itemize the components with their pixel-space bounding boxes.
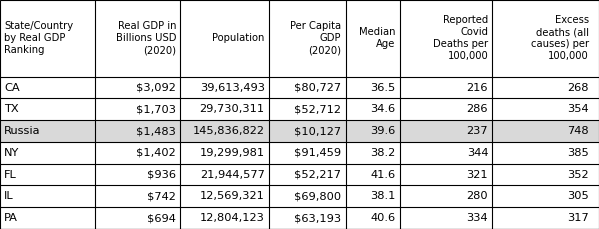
Text: 268: 268 xyxy=(567,83,589,93)
Text: $52,217: $52,217 xyxy=(295,170,341,180)
Text: 334: 334 xyxy=(467,213,488,223)
Text: State/Country
by Real GDP
Ranking: State/Country by Real GDP Ranking xyxy=(4,21,73,55)
Text: 41.6: 41.6 xyxy=(370,170,395,180)
Text: 344: 344 xyxy=(467,148,488,158)
Text: 354: 354 xyxy=(567,104,589,114)
Text: NY: NY xyxy=(4,148,20,158)
Text: 317: 317 xyxy=(567,213,589,223)
Text: 305: 305 xyxy=(567,191,589,201)
Text: $3,092: $3,092 xyxy=(136,83,176,93)
Text: $742: $742 xyxy=(147,191,176,201)
Text: FL: FL xyxy=(4,170,17,180)
Text: IL: IL xyxy=(4,191,14,201)
Text: PA: PA xyxy=(4,213,18,223)
Text: Russia: Russia xyxy=(4,126,41,136)
Text: Real GDP in
Billions USD
(2020): Real GDP in Billions USD (2020) xyxy=(116,21,176,55)
Text: 40.6: 40.6 xyxy=(370,213,395,223)
Text: 12,569,321: 12,569,321 xyxy=(200,191,265,201)
Text: 216: 216 xyxy=(467,83,488,93)
Text: $52,712: $52,712 xyxy=(295,104,341,114)
Text: $91,459: $91,459 xyxy=(294,148,341,158)
Text: 39.6: 39.6 xyxy=(370,126,395,136)
Text: $1,483: $1,483 xyxy=(136,126,176,136)
Text: $1,402: $1,402 xyxy=(137,148,176,158)
Text: 280: 280 xyxy=(467,191,488,201)
Text: Median
Age: Median Age xyxy=(359,27,395,49)
Text: $69,800: $69,800 xyxy=(294,191,341,201)
Text: 36.5: 36.5 xyxy=(370,83,395,93)
Text: 385: 385 xyxy=(567,148,589,158)
Text: TX: TX xyxy=(4,104,19,114)
Text: Population: Population xyxy=(213,33,265,43)
Text: $63,193: $63,193 xyxy=(294,213,341,223)
Text: 34.6: 34.6 xyxy=(370,104,395,114)
Text: Reported
Covid
Deaths per
100,000: Reported Covid Deaths per 100,000 xyxy=(433,15,488,61)
Text: Excess
deaths (all
causes) per
100,000: Excess deaths (all causes) per 100,000 xyxy=(531,15,589,61)
Text: $936: $936 xyxy=(147,170,176,180)
Text: $694: $694 xyxy=(147,213,176,223)
Text: 39,613,493: 39,613,493 xyxy=(199,83,265,93)
Text: 29,730,311: 29,730,311 xyxy=(199,104,265,114)
Text: Per Capita
GDP
(2020): Per Capita GDP (2020) xyxy=(291,21,341,55)
Text: 237: 237 xyxy=(467,126,488,136)
Text: 286: 286 xyxy=(467,104,488,114)
Text: 748: 748 xyxy=(567,126,589,136)
Text: 38.1: 38.1 xyxy=(370,191,395,201)
Text: $1,703: $1,703 xyxy=(136,104,176,114)
Text: 145,836,822: 145,836,822 xyxy=(193,126,265,136)
Text: 38.2: 38.2 xyxy=(370,148,395,158)
Text: 321: 321 xyxy=(467,170,488,180)
Text: 352: 352 xyxy=(567,170,589,180)
Text: CA: CA xyxy=(4,83,20,93)
Text: 19,299,981: 19,299,981 xyxy=(199,148,265,158)
Text: 12,804,123: 12,804,123 xyxy=(200,213,265,223)
Text: $80,727: $80,727 xyxy=(294,83,341,93)
Bar xyxy=(0,120,599,142)
Text: $10,127: $10,127 xyxy=(294,126,341,136)
Text: 21,944,577: 21,944,577 xyxy=(200,170,265,180)
